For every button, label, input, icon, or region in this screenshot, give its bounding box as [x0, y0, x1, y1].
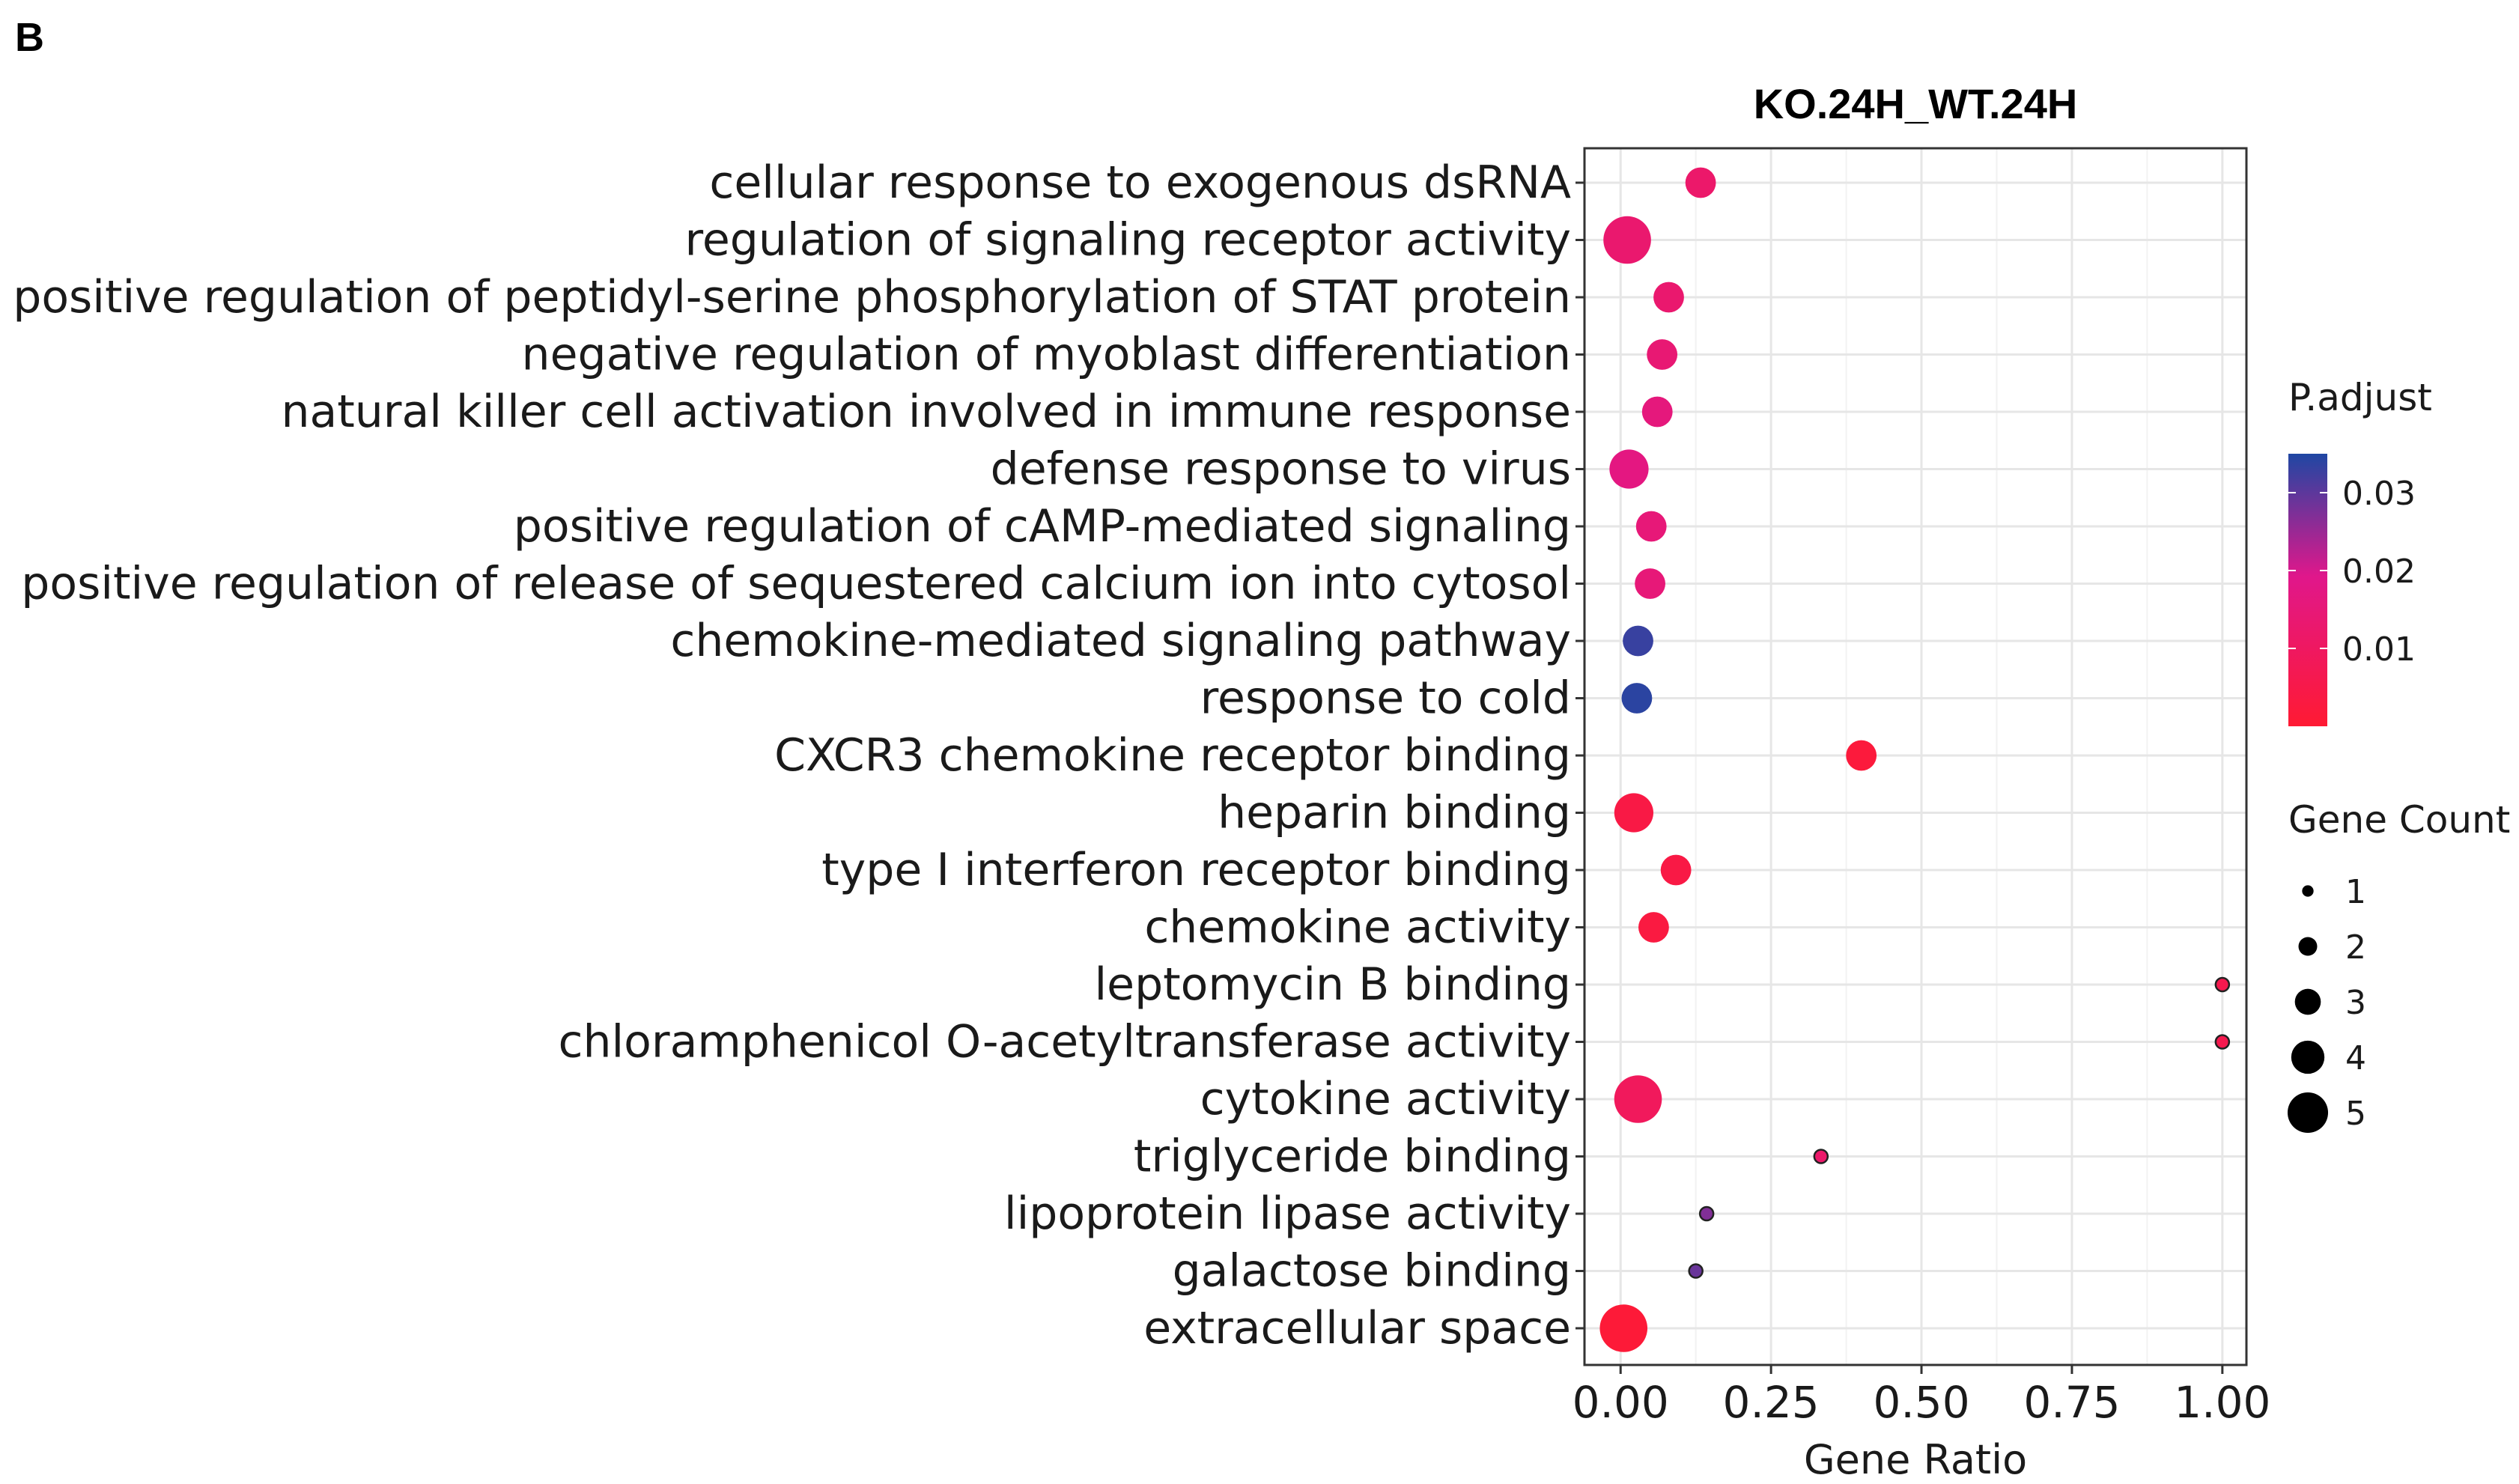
- color-legend-bar: [2288, 454, 2327, 726]
- data-point: [1621, 683, 1653, 714]
- y-axis-category-label: defense response to virus: [991, 443, 1571, 496]
- size-legend-label: 4: [2345, 1039, 2366, 1077]
- size-legend-dot: [2291, 1040, 2325, 1074]
- x-axis-tick-label: 0.75: [2023, 1377, 2120, 1428]
- data-point: [1647, 339, 1678, 370]
- data-point: [1614, 1075, 1662, 1123]
- data-points: [1599, 167, 2231, 1352]
- data-point: [1813, 1149, 1829, 1164]
- color-legend-tick-label: 0.01: [2342, 630, 2416, 669]
- x-axis-tick-label: 0.00: [1573, 1377, 1669, 1428]
- data-point: [1653, 282, 1684, 313]
- size-legend-dot: [2302, 885, 2314, 897]
- size-legend: Gene Count 1 2 3 4 5: [2287, 798, 2510, 1134]
- y-axis-category-label: triglyceride binding: [1134, 1131, 1571, 1183]
- color-legend-title: P.adjust: [2288, 376, 2432, 419]
- x-axis-tick-label: 0.25: [1723, 1377, 1820, 1428]
- y-axis-category-label: chemokine activity: [1144, 901, 1571, 954]
- size-legend-label: 2: [2345, 928, 2366, 967]
- y-axis-category-label: negative regulation of myoblast differen…: [522, 329, 1571, 381]
- y-axis-category-label: chemokine-mediated signaling pathway: [670, 615, 1571, 667]
- y-axis-category-label: cytokine activity: [1200, 1073, 1571, 1125]
- x-axis-tick-label: 1.00: [2174, 1377, 2270, 1428]
- size-legend-entries: 1 2 3 4 5: [2287, 873, 2366, 1134]
- y-axis-category-label: extracellular space: [1143, 1302, 1571, 1354]
- size-legend-label: 5: [2345, 1095, 2366, 1133]
- data-point: [1688, 1263, 1704, 1279]
- y-axis-category-label: positive regulation of release of seques…: [21, 558, 1571, 610]
- size-legend-label: 3: [2345, 984, 2366, 1022]
- color-legend-tick-label: 0.02: [2342, 553, 2416, 591]
- data-point: [1614, 793, 1653, 833]
- x-axis-ticks: 0.00 0.25 0.50 0.75 1.00: [1573, 1365, 2270, 1428]
- color-legend-tick-label: 0.03: [2342, 475, 2416, 513]
- y-axis-category-label: heparin binding: [1218, 787, 1571, 839]
- grid-lines: [1584, 148, 2246, 1365]
- y-axis-category-label: natural killer cell activation involved …: [281, 386, 1571, 438]
- data-point: [1599, 1304, 1648, 1352]
- y-axis-category-label: positive regulation of cAMP-mediated sig…: [514, 500, 1571, 553]
- y-axis-category-label: galactose binding: [1173, 1245, 1571, 1298]
- size-legend-dot: [2298, 937, 2318, 956]
- data-point: [1685, 167, 1716, 198]
- size-legend-dot: [2287, 1092, 2329, 1134]
- data-point: [2214, 976, 2231, 993]
- data-point: [1698, 1205, 1715, 1222]
- panel-label: B: [15, 15, 44, 60]
- y-axis-category-label: cellular response to exogenous dsRNA: [709, 156, 1571, 209]
- x-axis-title: Gene Ratio: [1804, 1436, 2027, 1483]
- size-legend-dot: [2294, 988, 2321, 1015]
- data-point: [1603, 216, 1651, 264]
- data-point: [1846, 740, 1877, 771]
- data-point: [1638, 912, 1669, 943]
- y-axis-category-label: type I interferon receptor binding: [821, 844, 1571, 896]
- data-point: [1660, 854, 1692, 886]
- data-point: [1641, 396, 1673, 428]
- size-legend-title: Gene Count: [2288, 798, 2510, 842]
- size-legend-label: 1: [2345, 873, 2366, 911]
- y-axis-category-labels: cellular response to exogenous dsRNAregu…: [13, 156, 1584, 1354]
- y-axis-category-label: regulation of signaling receptor activit…: [685, 214, 1571, 267]
- y-axis-category-label: leptomycin B binding: [1094, 958, 1571, 1011]
- data-point: [1635, 511, 1667, 542]
- color-legend-ticks: 0.03 0.02 0.01: [2288, 475, 2416, 669]
- data-point: [1609, 449, 1649, 489]
- y-axis-category-label: CXCR3 chemokine receptor binding: [774, 729, 1571, 782]
- y-axis-category-label: chloramphenicol O-acetyltransferase acti…: [559, 1016, 1572, 1068]
- y-axis-category-label: positive regulation of peptidyl-serine p…: [13, 271, 1571, 323]
- x-axis-tick-label: 0.50: [1873, 1377, 1969, 1428]
- chart-title: KO.24H_WT.24H: [1754, 80, 2078, 127]
- data-point: [1623, 625, 1653, 657]
- data-point: [1635, 568, 1665, 599]
- y-axis-category-label: lipoprotein lipase activity: [1004, 1187, 1571, 1240]
- data-point: [2214, 1034, 2231, 1050]
- y-axis-category-label: response to cold: [1200, 672, 1571, 725]
- color-legend: P.adjust 0.03 0.02 0.01: [2288, 376, 2432, 726]
